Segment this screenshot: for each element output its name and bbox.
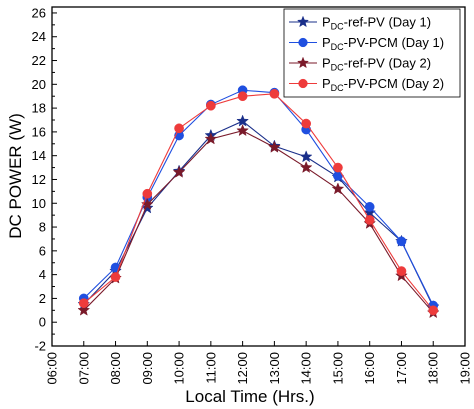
x-tick-label: 08:00	[108, 352, 123, 385]
x-tick-label: 15:00	[330, 352, 345, 385]
legend-label: PDC-PV-PCM (Day 1)	[322, 35, 444, 52]
data-point	[205, 100, 216, 111]
data-point	[140, 197, 154, 210]
legend-item: PDC-PV-PCM (Day 1)	[289, 35, 444, 52]
y-tick-label: 8	[39, 220, 46, 235]
y-tick-label: 4	[39, 267, 46, 282]
x-tick-label: 07:00	[76, 352, 91, 385]
x-tick-label: 06:00	[45, 352, 60, 385]
plot-area	[51, 6, 466, 347]
data-point	[396, 236, 407, 247]
data-point	[204, 132, 218, 145]
y-tick-label: 24	[32, 29, 46, 44]
series-4	[78, 88, 439, 316]
data-point	[269, 88, 280, 99]
legend-label: PDC-ref-PV (Day 1)	[322, 15, 431, 32]
y-tick-label: 18	[32, 101, 46, 116]
legend-marker	[296, 56, 310, 69]
series-line	[83, 120, 434, 307]
series-3	[77, 124, 440, 319]
legend-label: PDC-ref-PV (Day 2)	[322, 56, 431, 73]
x-tick-label: 18:00	[426, 352, 441, 385]
data-point	[428, 305, 439, 316]
data-point	[236, 124, 249, 137]
data-point	[364, 201, 375, 212]
series-lines	[77, 85, 440, 319]
data-point	[333, 162, 343, 173]
data-point	[301, 118, 312, 129]
x-tick-label: 12:00	[235, 352, 250, 385]
x-tick-label: 19:00	[458, 352, 473, 385]
legend-box	[283, 8, 461, 98]
x-tick-label: 14:00	[299, 352, 314, 385]
y-axis-title: DC POWER (W)	[6, 113, 25, 239]
legend-marker	[296, 15, 310, 28]
x-tick-label: 17:00	[394, 352, 409, 385]
data-point	[237, 91, 248, 102]
series-line	[83, 130, 434, 314]
legend-item: PDC-ref-PV (Day 1)	[289, 15, 431, 32]
y-tick-label: 16	[32, 124, 46, 139]
x-tick-label: 09:00	[140, 352, 155, 385]
data-point	[142, 188, 153, 199]
x-tick-label: 10:00	[172, 352, 187, 385]
y-tick-label: 22	[32, 53, 46, 68]
y-tick-label: 10	[32, 196, 46, 211]
data-point	[299, 160, 313, 173]
data-point	[299, 150, 313, 163]
data-point	[331, 182, 345, 195]
legend-item: PDC-PV-PCM (Day 2)	[289, 76, 444, 93]
y-tick-label: 6	[39, 243, 46, 258]
y-tick-label: 12	[32, 172, 46, 187]
x-tick-label: 11:00	[203, 352, 218, 384]
x-tick-label: 16:00	[362, 352, 377, 385]
y-tick-label: 2	[39, 291, 46, 306]
legend: PDC-ref-PV (Day 1) PDC-PV-PCM (Day 1) PDC-…	[283, 8, 461, 98]
series-line	[83, 93, 434, 311]
y-tick-label: -2	[34, 339, 46, 354]
data-point	[77, 303, 91, 316]
y-tick-label: 20	[32, 77, 46, 92]
data-point	[236, 114, 249, 127]
data-point	[174, 123, 184, 134]
x-axis: 06:00 07:00 08:00 09:00 10:00 11:00 12:00 13:00…	[45, 341, 473, 385]
plot-border	[51, 6, 466, 347]
data-point	[268, 140, 281, 153]
data-point	[396, 266, 407, 276]
series-line	[83, 89, 434, 306]
y-tick-label: 0	[39, 315, 46, 330]
data-point	[364, 215, 375, 225]
x-axis-title: Local Time (Hrs.)	[185, 387, 314, 406]
legend-marker	[298, 37, 308, 48]
y-tick-label: 26	[32, 5, 46, 20]
data-point	[78, 298, 89, 309]
series-1	[77, 114, 440, 313]
legend-item: PDC-ref-PV (Day 2)	[289, 56, 431, 73]
series-2	[78, 85, 439, 311]
x-tick-label: 13:00	[267, 352, 282, 385]
y-tick-label: 14	[32, 148, 46, 163]
data-point	[172, 165, 186, 178]
legend-marker	[298, 78, 308, 89]
data-point	[110, 272, 121, 282]
legend-label: PDC-PV-PCM (Day 2)	[322, 76, 444, 93]
